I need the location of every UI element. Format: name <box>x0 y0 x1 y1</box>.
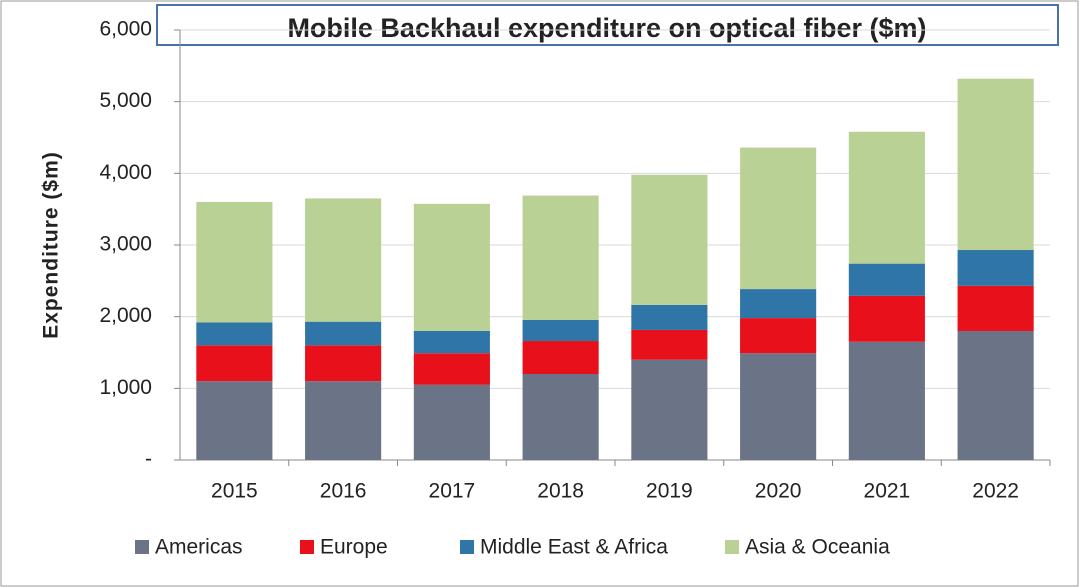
x-tick-label: 2020 <box>755 480 802 503</box>
legend-swatch <box>300 540 314 554</box>
bar-segment <box>957 250 1034 286</box>
x-tick-label: 2017 <box>429 480 476 503</box>
bar-segment <box>957 285 1034 331</box>
bar-segment <box>740 147 817 290</box>
bar-segment <box>631 329 708 360</box>
y-tick-label: 2,000 <box>99 304 152 327</box>
bar-segment <box>740 289 817 319</box>
bar-segment <box>196 381 273 460</box>
bar-segment <box>305 345 382 382</box>
y-axis-label: Expenditure ($m) <box>40 151 63 339</box>
bar-segment <box>522 319 599 342</box>
bar-segment <box>957 331 1034 460</box>
bar-segment <box>305 321 382 346</box>
x-tick-label: 2021 <box>864 480 911 503</box>
bar-segment <box>522 195 599 320</box>
y-tick-label: - <box>145 448 152 471</box>
x-tick-label: 2019 <box>646 480 693 503</box>
bar-segment <box>631 304 708 330</box>
legend-label: Middle East & Africa <box>480 536 668 559</box>
y-tick-label: 6,000 <box>99 18 152 41</box>
x-tick-label: 2016 <box>320 480 367 503</box>
bar-segment <box>305 198 382 322</box>
bar-segment <box>740 353 817 460</box>
x-tick-label: 2022 <box>972 480 1019 503</box>
bar-segment <box>413 384 490 460</box>
bar-segment <box>413 353 490 385</box>
bar-segment <box>848 341 925 460</box>
bar-segment <box>413 331 490 354</box>
bar-segment <box>631 359 708 460</box>
legend-label: Asia & Oceania <box>745 536 890 559</box>
y-tick-label: 3,000 <box>99 233 152 256</box>
legend-swatch <box>725 540 739 554</box>
bar-segment <box>957 78 1034 251</box>
bar-segment <box>848 295 925 342</box>
bar-segment <box>522 341 599 374</box>
x-tick-label: 2018 <box>537 480 584 503</box>
y-tick-label: 5,000 <box>99 89 152 112</box>
legend-label: Americas <box>155 536 243 559</box>
bar-segment <box>196 202 273 323</box>
bar-segment <box>522 374 599 460</box>
legend-swatch <box>135 540 149 554</box>
bar-segment <box>196 345 273 382</box>
bar-segment <box>631 174 708 305</box>
legend-swatch <box>460 540 474 554</box>
bar-segment <box>848 263 925 296</box>
bar-segment <box>413 203 490 331</box>
x-tick-label: 2015 <box>211 480 258 503</box>
bar-segment <box>196 322 273 346</box>
bar-segment <box>848 131 925 264</box>
bar-segment <box>305 381 382 460</box>
chart-title: Mobile Backhaul expenditure on optical f… <box>287 13 926 43</box>
title-box <box>156 4 1059 46</box>
y-tick-label: 4,000 <box>99 161 152 184</box>
bar-segment <box>740 318 817 354</box>
legend-label: Europe <box>320 536 388 559</box>
y-tick-label: 1,000 <box>99 376 152 399</box>
